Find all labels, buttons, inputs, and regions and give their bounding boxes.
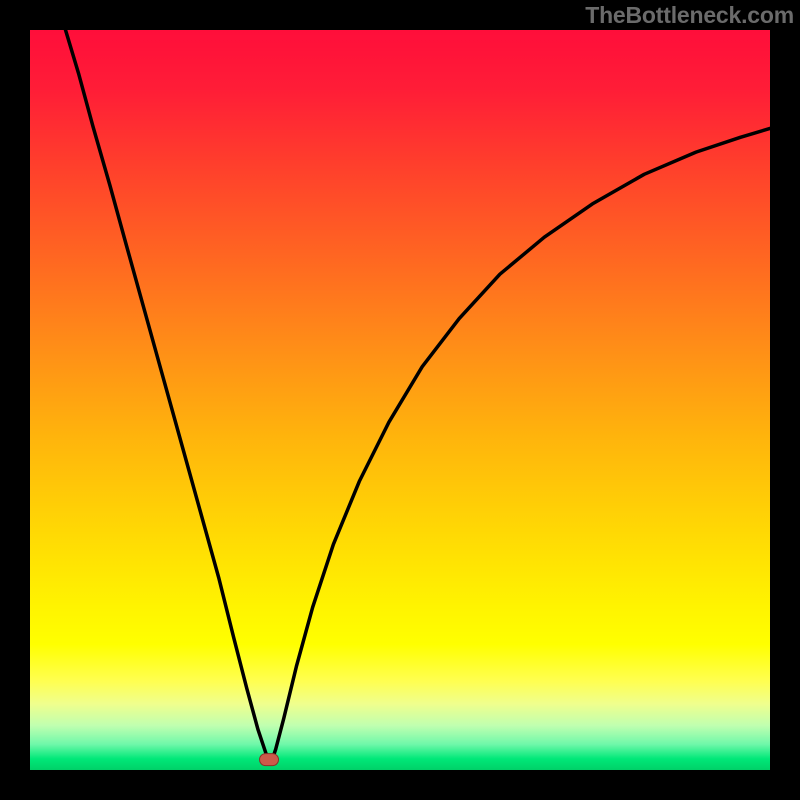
bottleneck-curve — [66, 30, 770, 763]
plot-area — [30, 30, 770, 770]
watermark-text: TheBottleneck.com — [585, 2, 794, 29]
chart-frame: TheBottleneck.com — [0, 0, 800, 800]
optimal-point-marker — [260, 754, 279, 766]
curve-overlay — [30, 30, 770, 770]
